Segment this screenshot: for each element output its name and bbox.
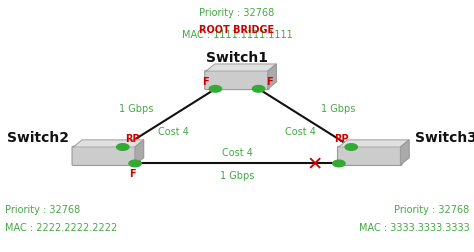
- Circle shape: [117, 144, 129, 151]
- Text: Switch1: Switch1: [206, 50, 268, 64]
- Polygon shape: [401, 140, 409, 165]
- Circle shape: [252, 86, 264, 93]
- Text: ROOT BRIDGE: ROOT BRIDGE: [200, 25, 274, 35]
- Text: 1 Gbps: 1 Gbps: [321, 103, 356, 113]
- Text: Priority : 32768: Priority : 32768: [394, 204, 469, 214]
- Text: Switch2: Switch2: [7, 131, 69, 145]
- Polygon shape: [73, 140, 144, 147]
- Text: RP: RP: [125, 134, 140, 144]
- Circle shape: [129, 161, 141, 167]
- Text: 1 Gbps: 1 Gbps: [220, 170, 254, 180]
- Polygon shape: [339, 140, 409, 147]
- Text: Cost 4: Cost 4: [285, 126, 316, 136]
- Text: Cost 4: Cost 4: [221, 147, 253, 158]
- Polygon shape: [268, 65, 276, 89]
- FancyBboxPatch shape: [337, 147, 402, 166]
- Text: Cost 4: Cost 4: [158, 126, 189, 136]
- Circle shape: [210, 86, 222, 93]
- Text: MAC : 3333.3333.3333: MAC : 3333.3333.3333: [358, 222, 469, 232]
- Text: F: F: [129, 168, 136, 178]
- Polygon shape: [135, 140, 144, 165]
- Text: F: F: [202, 77, 209, 87]
- Text: Switch3: Switch3: [415, 131, 474, 145]
- FancyBboxPatch shape: [72, 147, 137, 166]
- FancyBboxPatch shape: [205, 71, 269, 90]
- Circle shape: [333, 161, 345, 167]
- Text: F: F: [265, 77, 272, 87]
- Text: Priority : 32768: Priority : 32768: [5, 204, 80, 214]
- Text: MAC : 2222.2222.2222: MAC : 2222.2222.2222: [5, 222, 117, 232]
- Text: Priority : 32768: Priority : 32768: [200, 8, 274, 18]
- Text: RP: RP: [334, 134, 349, 144]
- Polygon shape: [206, 65, 276, 72]
- Circle shape: [345, 144, 357, 151]
- Text: ✕: ✕: [307, 154, 323, 173]
- Text: MAC : 1111.1111.1111: MAC : 1111.1111.1111: [182, 30, 292, 40]
- Text: 1 Gbps: 1 Gbps: [118, 103, 153, 113]
